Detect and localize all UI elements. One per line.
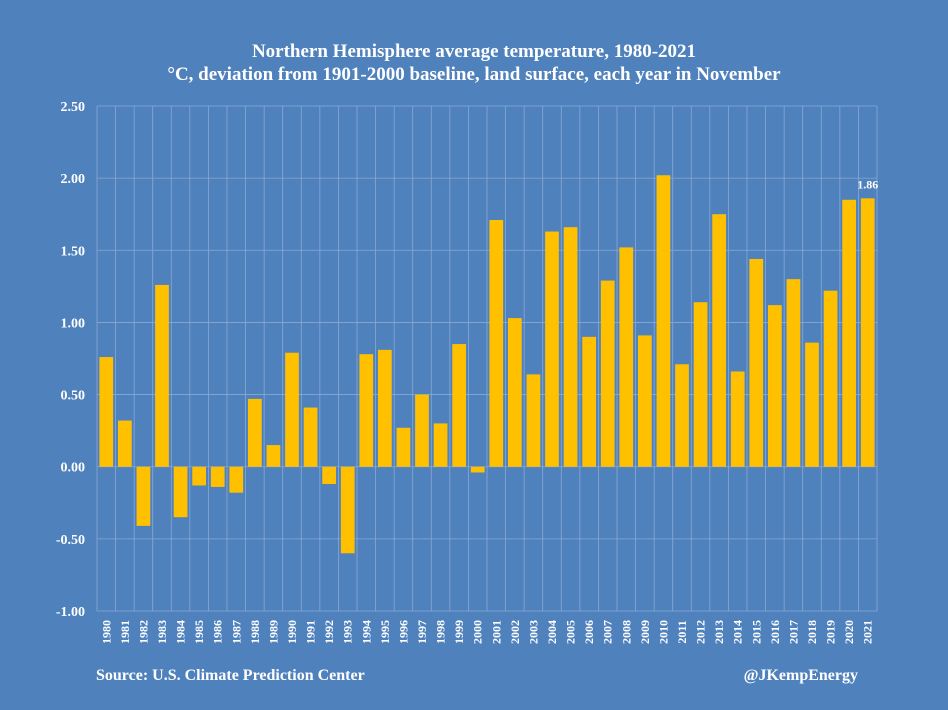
x-tick-label: 1985: [192, 620, 206, 644]
bar: [786, 279, 801, 467]
bar: [322, 466, 337, 485]
bar: [136, 466, 151, 526]
x-tick-label: 2010: [656, 620, 670, 644]
chart-subtitle: °C, deviation from 1901-2000 baseline, l…: [167, 64, 781, 85]
x-tick-label: 1994: [359, 620, 373, 644]
bar: [712, 214, 727, 467]
x-tick-label: 1987: [229, 620, 243, 644]
x-tick-label: 2013: [712, 620, 726, 644]
x-tick-label: 2006: [582, 620, 596, 644]
bar: [563, 227, 578, 467]
bar: [117, 420, 132, 467]
bar: [582, 336, 597, 467]
source-note: Source: U.S. Climate Prediction Center: [96, 667, 365, 684]
bar: [192, 466, 207, 486]
x-tick-label: 2015: [749, 620, 763, 644]
x-tick-label: 2017: [786, 620, 800, 644]
y-tick-label: 2.00: [61, 172, 86, 187]
author-credit: @JKempEnergy: [743, 667, 858, 684]
bar: [860, 198, 875, 467]
bar: [210, 466, 225, 487]
x-tick-label: 1983: [155, 620, 169, 644]
x-tick-label: 2018: [805, 620, 819, 644]
x-tick-label: 1991: [304, 620, 318, 644]
x-tick-label: 1995: [378, 620, 392, 644]
y-tick-label: 2.50: [61, 100, 86, 115]
x-tick-label: 2012: [694, 620, 708, 644]
x-tick-label: 2009: [638, 620, 652, 644]
x-tick-label: 1982: [136, 620, 150, 644]
bar: [155, 284, 169, 467]
x-tick-label: 2005: [564, 620, 578, 644]
bar: [377, 349, 392, 467]
x-tick-label: 1989: [266, 620, 280, 644]
bar: [247, 398, 262, 467]
x-tick-label: 2014: [731, 620, 745, 644]
x-tick-label: 2003: [526, 620, 540, 644]
data-label: 1.86: [857, 177, 878, 191]
bar: [470, 466, 485, 473]
x-tick-label: 2016: [768, 620, 782, 644]
chart-title: Northern Hemisphere average temperature,…: [251, 41, 697, 62]
x-tick-label: 2019: [824, 620, 838, 644]
bar: [229, 466, 244, 493]
x-tick-label: 2000: [471, 620, 485, 644]
x-tick-label: 2002: [508, 620, 522, 644]
x-tick-label: 1997: [415, 620, 429, 644]
bar: [285, 352, 299, 467]
bar: [303, 407, 318, 467]
y-tick-label: -0.50: [56, 533, 85, 548]
bar: [507, 318, 522, 467]
x-tick-label: 2007: [601, 620, 615, 644]
x-tick-label: 1999: [452, 620, 466, 644]
bar: [415, 394, 429, 467]
bar: [749, 258, 764, 467]
bar: [693, 302, 708, 467]
x-tick-label: 1998: [434, 620, 448, 644]
x-tick-label: 1988: [248, 620, 262, 644]
bar: [675, 364, 689, 467]
y-tick-label: 1.00: [61, 316, 86, 331]
x-tick-label: 1993: [341, 620, 355, 644]
bar: [489, 219, 504, 467]
y-tick-label: 0.00: [61, 461, 86, 476]
bar: [452, 344, 467, 467]
x-tick-label: 1992: [322, 620, 336, 644]
bar: [545, 231, 559, 467]
bar: [173, 466, 188, 518]
y-tick-label: 0.50: [61, 389, 86, 404]
bar: [619, 247, 634, 467]
bar: [823, 290, 838, 467]
bar: [805, 342, 819, 467]
y-tick-label: -1.00: [56, 605, 85, 620]
bar: [637, 335, 652, 467]
y-tick-label: 1.50: [61, 244, 86, 259]
x-tick-label: 1981: [118, 620, 132, 644]
bar: [433, 423, 448, 467]
bar: [340, 466, 355, 554]
bar: [842, 199, 857, 467]
x-tick-label: 2020: [842, 620, 856, 644]
bar: [266, 445, 281, 467]
x-tick-label: 1984: [174, 620, 188, 644]
x-tick-label: 2011: [675, 620, 689, 643]
bar: [396, 427, 411, 467]
x-tick-label: 2004: [545, 620, 559, 644]
bar: [600, 280, 615, 467]
x-tick-label: 1986: [211, 620, 225, 644]
x-tick-label: 2001: [489, 620, 503, 644]
bar: [730, 371, 745, 467]
x-tick-label: 2021: [861, 620, 875, 644]
bar: [359, 354, 374, 467]
bar: [99, 357, 114, 467]
x-tick-label: 1990: [285, 620, 299, 644]
x-tick-label: 2008: [619, 620, 633, 644]
x-tick-label: 1996: [396, 620, 410, 644]
bar: [526, 374, 541, 467]
x-tick-label: 1980: [99, 620, 113, 644]
bar: [767, 305, 782, 467]
bar: [656, 175, 671, 467]
